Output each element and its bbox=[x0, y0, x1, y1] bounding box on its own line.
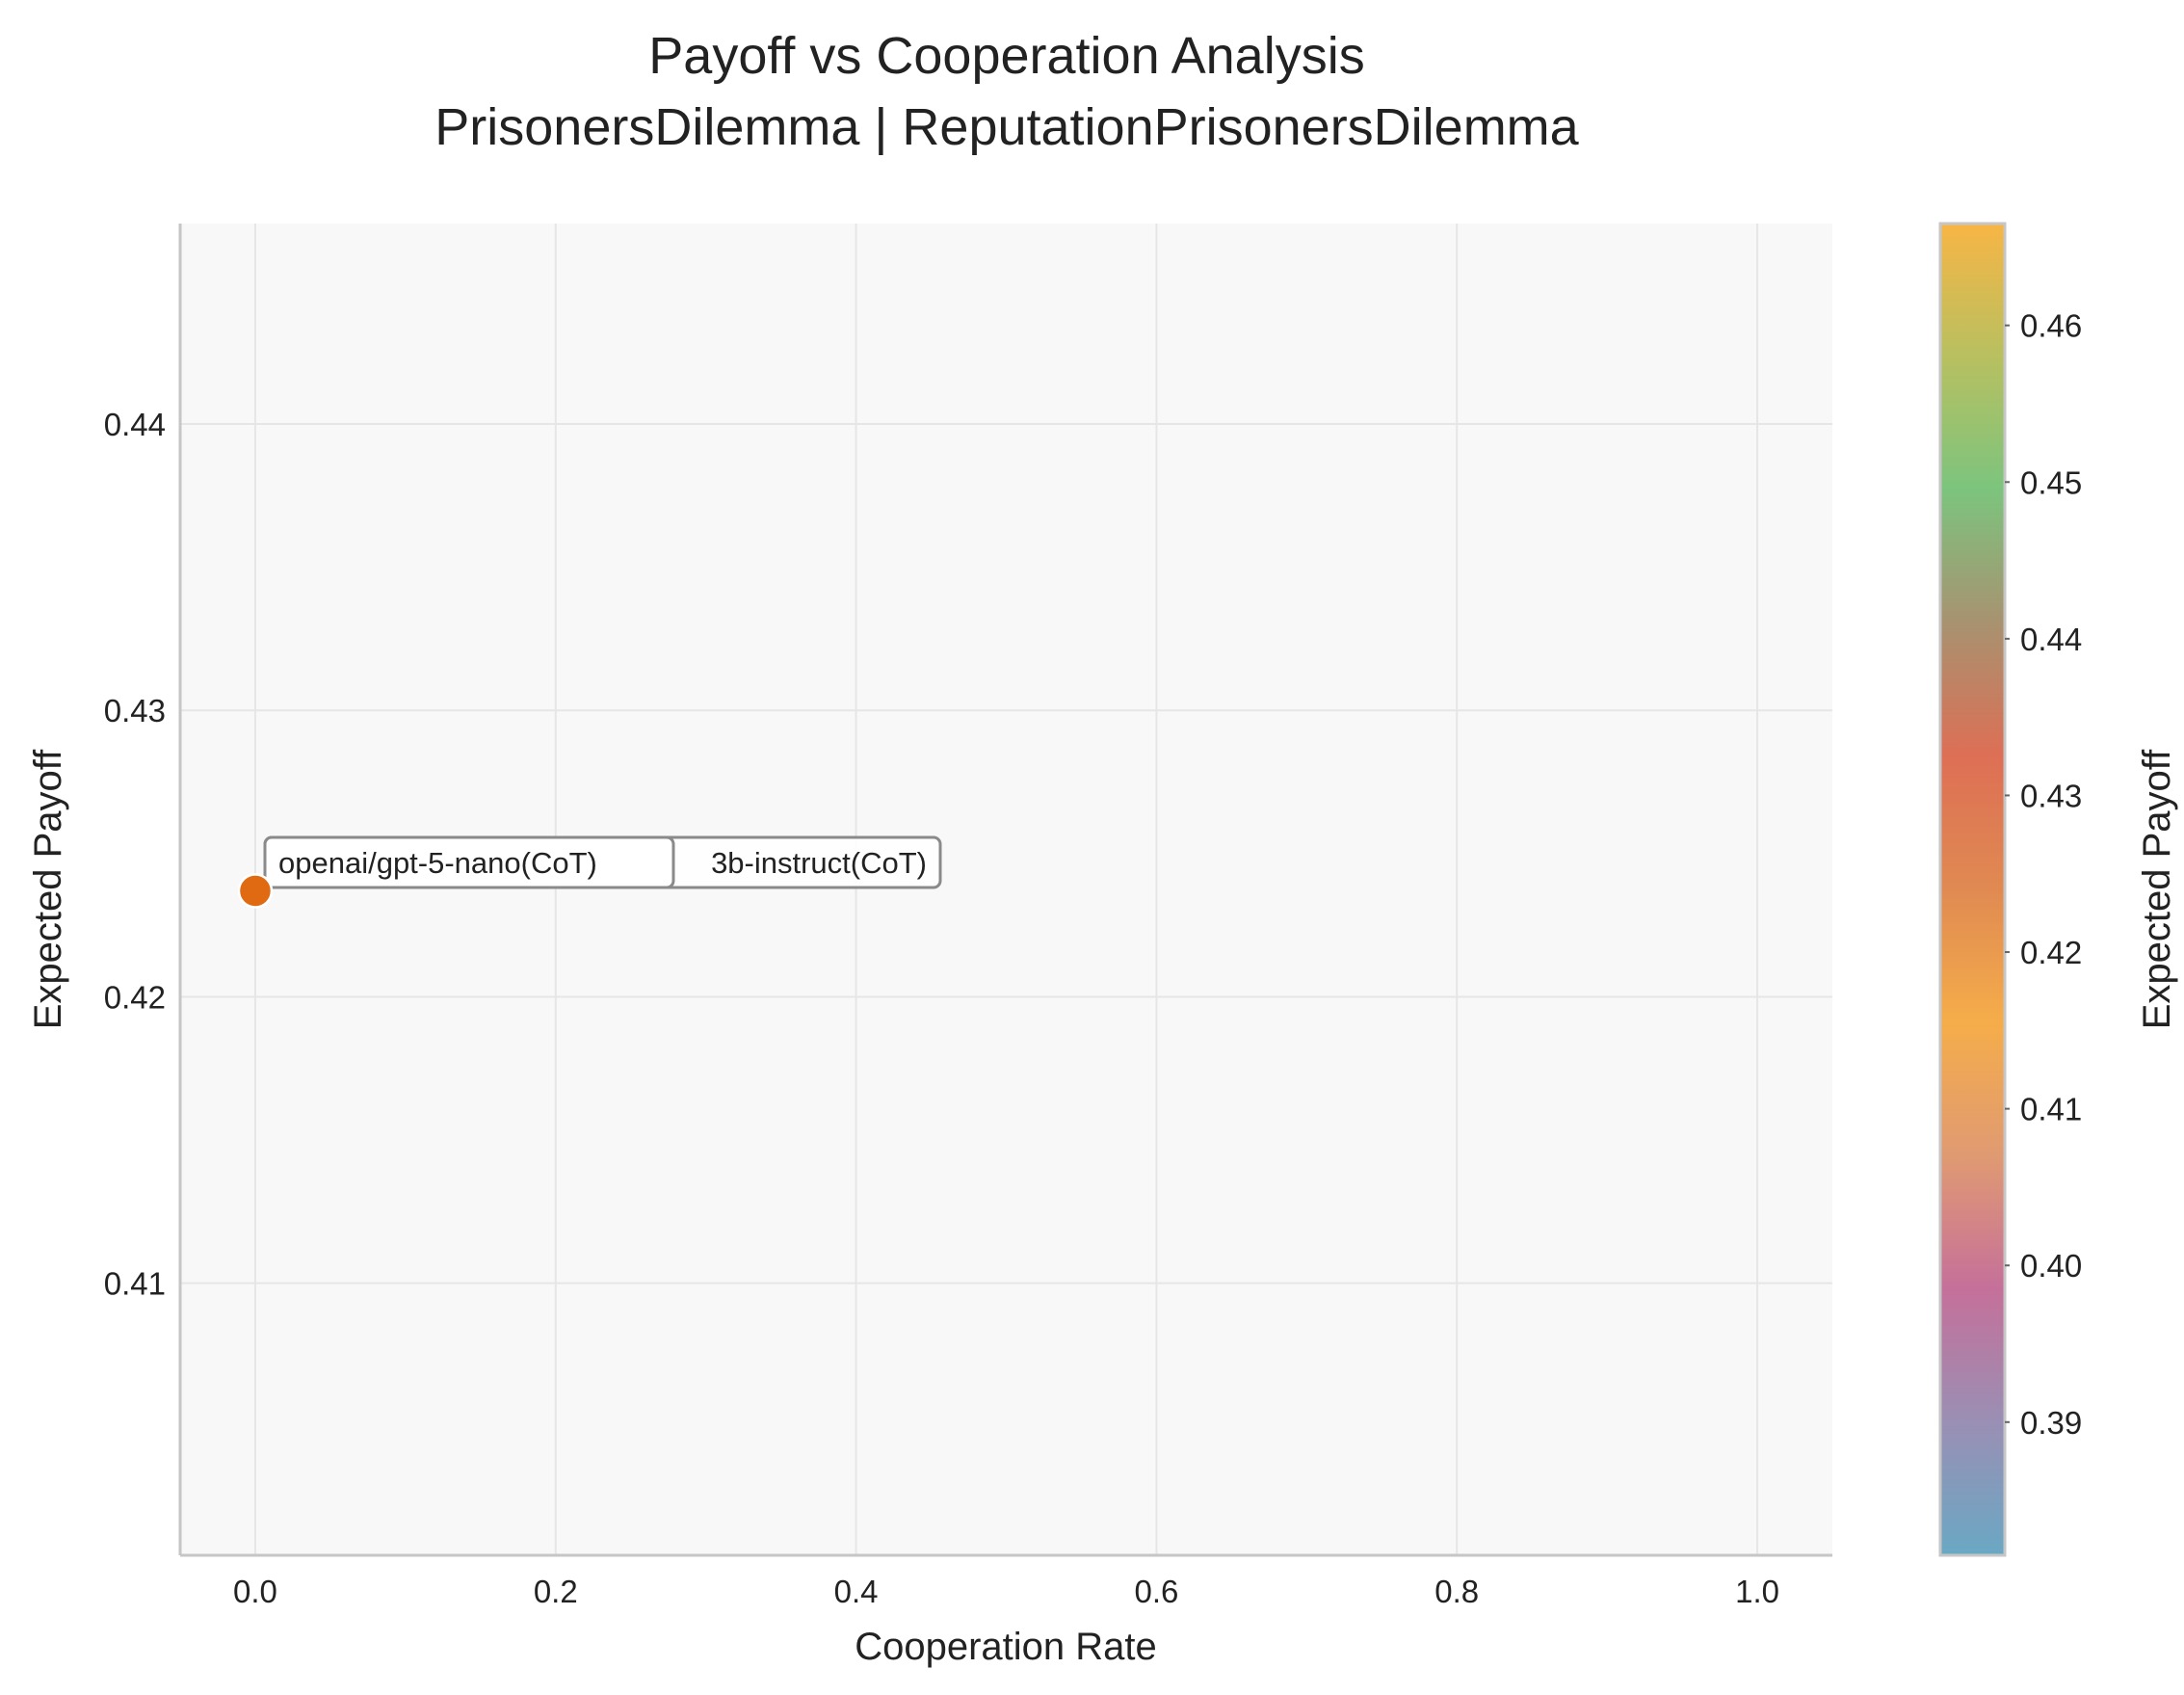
x-axis-label: Cooperation Rate bbox=[855, 1626, 1157, 1668]
colorbar-tick-label: 0.46 bbox=[2020, 308, 2082, 344]
x-tick-label: 0.8 bbox=[1434, 1574, 1479, 1609]
colorbar-tick-label: 0.40 bbox=[2020, 1248, 2082, 1284]
colorbar-tick-label: 0.45 bbox=[2020, 464, 2082, 500]
colorbar-tick-label: 0.42 bbox=[2020, 935, 2082, 970]
y-tick-label: 0.41 bbox=[104, 1266, 166, 1302]
colorbar-label: Expected Payoff bbox=[2136, 749, 2178, 1029]
colorbar bbox=[1938, 222, 2007, 1557]
x-tick-label: 1.0 bbox=[1735, 1574, 1779, 1609]
x-tick-label: 0.4 bbox=[834, 1574, 879, 1609]
data-layer: 3b-instruct(CoT) openai/gpt-5-nano(CoT) bbox=[237, 835, 942, 909]
point-annotation-box bbox=[263, 835, 675, 889]
chart-title: Payoff vs Cooperation Analysis bbox=[648, 27, 1364, 85]
x-tick-label: 0.0 bbox=[233, 1574, 277, 1609]
data-point bbox=[237, 873, 274, 909]
colorbar-tick-label: 0.43 bbox=[2020, 778, 2082, 813]
plot-area bbox=[180, 224, 1832, 1555]
y-tick-label: 0.44 bbox=[104, 407, 166, 442]
y-tick-label: 0.42 bbox=[104, 979, 166, 1015]
chart-subtitle: PrisonersDilemma | ReputationPrisonersDi… bbox=[434, 98, 1579, 156]
colorbar-tick-label: 0.39 bbox=[2020, 1405, 2082, 1441]
colorbar-ticks: 0.39 0.40 0.41 0.42 0.43 0.44 0.45 0.46 bbox=[2005, 308, 2082, 1441]
grid-lines bbox=[180, 224, 1832, 1555]
point-annotation-text: openai/gpt-5-nano(CoT) bbox=[278, 846, 597, 880]
colorbar-tick-label: 0.41 bbox=[2020, 1092, 2082, 1127]
y-axis-label: Expected Payoff bbox=[27, 749, 69, 1029]
colorbar-tick-label: 0.44 bbox=[2020, 622, 2082, 657]
tick-labels: 0.0 0.2 0.4 0.6 0.8 1.0 0.41 0.42 0.43 0.44 bbox=[104, 407, 1779, 1609]
x-tick-label: 0.2 bbox=[534, 1574, 578, 1609]
x-tick-label: 0.6 bbox=[1134, 1574, 1178, 1609]
overlapping-annotation-text: 3b-instruct(CoT) bbox=[711, 846, 927, 880]
y-tick-label: 0.43 bbox=[104, 693, 166, 728]
